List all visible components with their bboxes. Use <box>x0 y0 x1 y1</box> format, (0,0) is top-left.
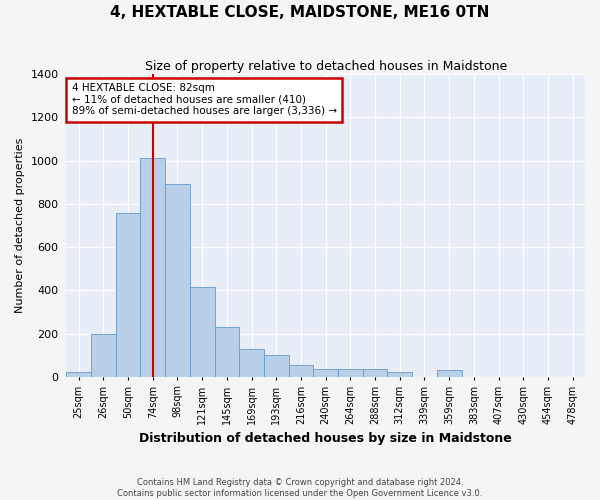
Bar <box>140 158 165 377</box>
Bar <box>289 365 313 377</box>
Bar <box>437 370 461 377</box>
Bar <box>215 327 239 377</box>
Text: 4, HEXTABLE CLOSE, MAIDSTONE, ME16 0TN: 4, HEXTABLE CLOSE, MAIDSTONE, ME16 0TN <box>110 5 490 20</box>
Bar <box>116 212 140 377</box>
Bar <box>239 348 264 377</box>
Title: Size of property relative to detached houses in Maidstone: Size of property relative to detached ho… <box>145 60 507 73</box>
Bar <box>190 287 215 377</box>
Bar <box>91 334 116 377</box>
Text: Contains HM Land Registry data © Crown copyright and database right 2024.
Contai: Contains HM Land Registry data © Crown c… <box>118 478 482 498</box>
Bar <box>388 372 412 377</box>
Bar <box>264 355 289 377</box>
Y-axis label: Number of detached properties: Number of detached properties <box>15 138 25 313</box>
Text: 4 HEXTABLE CLOSE: 82sqm
← 11% of detached houses are smaller (410)
89% of semi-d: 4 HEXTABLE CLOSE: 82sqm ← 11% of detache… <box>71 83 337 116</box>
Bar <box>313 369 338 377</box>
X-axis label: Distribution of detached houses by size in Maidstone: Distribution of detached houses by size … <box>139 432 512 445</box>
Bar <box>338 369 363 377</box>
Bar <box>363 369 388 377</box>
Bar <box>165 184 190 377</box>
Bar <box>67 372 91 377</box>
